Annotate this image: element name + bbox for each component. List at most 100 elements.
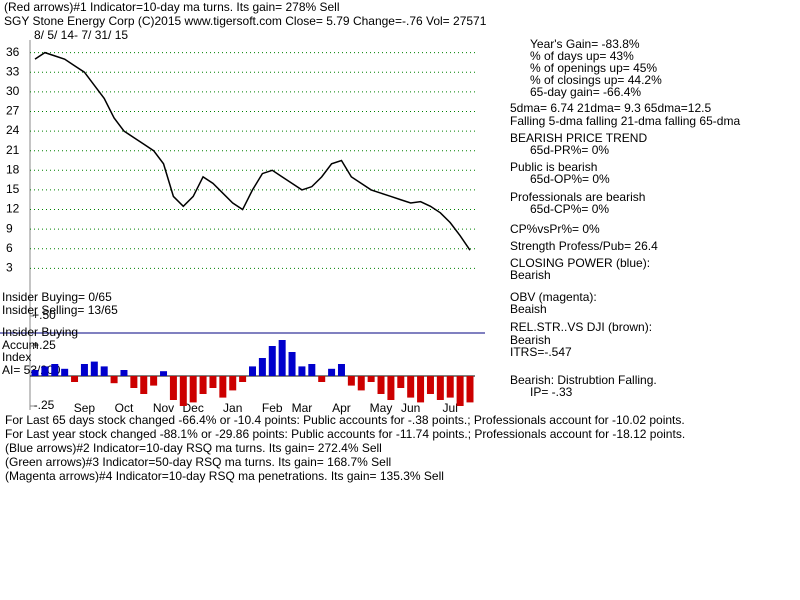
stat-text: Year's Gain= -83.8%: [530, 37, 640, 51]
stat-text: CP%vsPr%= 0%: [510, 222, 600, 236]
accum-bar: [209, 376, 217, 388]
accum-bar: [258, 358, 266, 376]
x-tick-label: Nov: [153, 401, 174, 415]
stat-text: Bearish: [510, 268, 551, 282]
x-tick-label: Sep: [74, 401, 96, 415]
stat-text: Professionals are bearish: [510, 190, 645, 204]
y-tick-label: 27: [6, 104, 20, 118]
indicator-label: Index: [2, 350, 31, 364]
accum-bar: [308, 364, 316, 376]
accum-bar: [41, 366, 49, 376]
x-tick-label: Apr: [332, 401, 351, 415]
x-tick-label: Jan: [223, 401, 242, 415]
stat-text: 65-day gain= -66.4%: [530, 85, 641, 99]
accum-bar: [357, 376, 365, 391]
accum-bar: [426, 376, 434, 394]
accum-bar: [446, 376, 454, 398]
indicator-label: Insider Buying: [2, 325, 78, 339]
accum-bar: [219, 376, 227, 398]
y-tick-label: 33: [6, 64, 20, 78]
stat-text: Bearish: Distrubtion Falling.: [510, 373, 657, 387]
accum-bar: [268, 346, 276, 376]
accum-bar: [397, 376, 405, 388]
accum-bar: [249, 366, 256, 376]
y-tick-label: 36: [6, 45, 20, 59]
accum-bar: [120, 370, 128, 376]
stat-text: Beaish: [510, 302, 547, 316]
indicator-label: Insider Buying= 0/65: [2, 290, 112, 304]
accum-bar: [150, 376, 158, 386]
stat-text: ITRS=-.547: [510, 345, 572, 359]
y-tick-label: 30: [6, 84, 20, 98]
footer-line: (Magenta arrows)#4 Indicator=10-day RSQ …: [5, 469, 444, 483]
accum-bar: [288, 352, 296, 376]
accum-bar: [169, 376, 177, 400]
stat-text: Falling 5-dma falling 21-dma falling 65-…: [510, 114, 740, 128]
stat-text: IP= -.33: [530, 385, 573, 399]
y-tick-label: 12: [6, 202, 20, 216]
accum-bar: [417, 376, 425, 403]
accum-bar: [347, 376, 355, 386]
stat-text: OBV (magenta):: [510, 290, 597, 304]
footer-line: For Last year stock changed -88.1% or -2…: [5, 427, 685, 441]
indicator-label: Accum: [2, 338, 39, 352]
stat-text: 5dma= 6.74 21dma= 9.3 65dma=12.5: [510, 101, 711, 115]
accum-bar: [278, 340, 286, 376]
accum-bar: [367, 376, 375, 382]
y-tick-label: 3: [6, 261, 13, 275]
stat-text: 65d-OP%= 0%: [530, 172, 610, 186]
accum-bar: [466, 376, 474, 403]
accum-bar: [298, 366, 306, 376]
accum-bar: [160, 371, 168, 376]
stat-text: Public is bearish: [510, 160, 597, 174]
accum-bar: [328, 368, 336, 376]
accum-bar: [436, 376, 444, 400]
y2-tick-label: -.25: [34, 398, 55, 412]
accum-bar: [337, 364, 345, 376]
y-tick-label: 21: [6, 143, 20, 157]
indicator-label: Insider Selling= 13/65: [2, 303, 118, 317]
x-tick-label: May: [370, 401, 393, 415]
x-tick-label: Mar: [292, 401, 313, 415]
accum-bar: [100, 366, 108, 376]
stat-text: % of openings up= 45%: [530, 61, 657, 75]
accum-bar: [130, 376, 138, 388]
footer-line: (Green arrows)#3 Indicator=50-day RSQ ma…: [5, 455, 391, 469]
header-line: (Red arrows)#1 Indicator=10-day ma turns…: [4, 0, 340, 14]
y-tick-label: 6: [6, 241, 13, 255]
y2-tick-label: +.25: [32, 338, 56, 352]
accum-bar: [229, 376, 237, 391]
accum-bar: [80, 364, 88, 376]
accum-bar: [179, 376, 187, 406]
stat-text: BEARISH PRICE TREND: [510, 131, 647, 145]
accum-bar: [199, 376, 207, 394]
accum-bar: [140, 376, 148, 394]
accum-bar: [318, 376, 326, 382]
x-tick-label: Dec: [183, 401, 204, 415]
y-tick-label: 9: [6, 221, 13, 235]
stat-text: 65d-CP%= 0%: [530, 202, 609, 216]
date-range: 8/ 5/ 14- 7/ 31/ 15: [34, 28, 128, 42]
y-tick-label: 15: [6, 182, 20, 196]
x-tick-label: Jun: [401, 401, 420, 415]
stat-text: 65d-PR%= 0%: [530, 143, 609, 157]
y-tick-label: 18: [6, 162, 20, 176]
y2-tick-label: +.50: [32, 308, 56, 322]
accum-bar: [51, 364, 59, 376]
accum-bar: [239, 376, 247, 382]
accum-bar: [189, 376, 197, 403]
x-tick-label: Feb: [262, 401, 283, 415]
footer-line: (Blue arrows)#2 Indicator=10-day RSQ ma …: [5, 441, 382, 455]
accum-bar: [377, 376, 385, 394]
accum-bar: [110, 376, 118, 384]
stat-text: Strength Profess/Pub= 26.4: [510, 239, 658, 253]
footer-line: For Last 65 days stock changed -66.4% or…: [5, 413, 685, 427]
stat-text: Bearish: [510, 333, 551, 347]
accum-bar: [407, 376, 415, 398]
stat-text: % of closings up= 44.2%: [530, 73, 662, 87]
accum-bar: [90, 361, 98, 376]
accum-bar: [387, 376, 395, 400]
accum-bar: [71, 376, 79, 382]
